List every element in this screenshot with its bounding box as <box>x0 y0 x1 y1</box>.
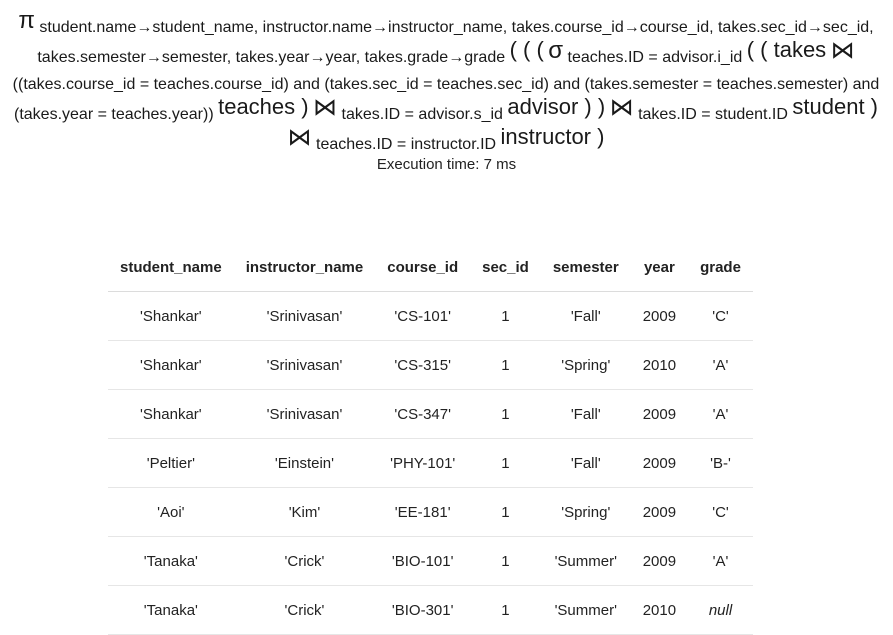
table-cell: 'Summer' <box>540 585 631 635</box>
result-table: student_name instructor_name course_id s… <box>108 243 753 635</box>
table-cell: 'Spring' <box>540 340 631 390</box>
relational-algebra-expression: π student.name→student_name, instructor.… <box>6 6 886 153</box>
relation-student: student ) <box>792 94 878 119</box>
execution-time: Execution time: 7 ms <box>376 156 517 173</box>
table-cell: 'Aoi' <box>108 487 234 537</box>
projection-list: student.name→student_name, instructor.na… <box>37 19 874 66</box>
column-header[interactable]: instructor_name <box>233 243 376 292</box>
table-cell: 'Shankar' <box>108 389 234 439</box>
table-row: 'Peltier' 'Einstein' 'PHY-101' 1 'Fall' … <box>108 438 753 488</box>
table-cell: 2009 <box>630 291 689 341</box>
table-cell: 'A' <box>688 536 753 586</box>
table-cell: 'Kim' <box>233 487 376 537</box>
table-cell: 'Spring' <box>540 487 631 537</box>
table-cell: 'Fall' <box>540 291 631 341</box>
table-cell: 1 <box>470 438 541 488</box>
table-cell: 1 <box>470 340 541 390</box>
table-cell: 'Einstein' <box>233 438 376 488</box>
table-cell: 2010 <box>630 340 689 390</box>
table-cell: 'A' <box>688 340 753 390</box>
table-cell: 'Shankar' <box>108 291 234 341</box>
table-cell: 2009 <box>630 438 689 488</box>
table-cell: 'B-' <box>688 438 753 488</box>
table-cell: 'EE-181' <box>375 487 471 537</box>
table-cell: 'Crick' <box>233 536 376 586</box>
join-symbol: ⋈ <box>830 37 855 64</box>
table-cell: 'BIO-101' <box>375 536 471 586</box>
relation-takes: ( ( takes <box>746 37 827 62</box>
table-cell: 'Srinivasan' <box>233 389 376 439</box>
table-row: 'Shankar' 'Srinivasan' 'CS-347' 1 'Fall'… <box>108 389 753 439</box>
column-header[interactable]: semester <box>540 243 631 292</box>
table-cell: 'Srinivasan' <box>233 291 376 341</box>
table-cell: 'Fall' <box>540 438 631 488</box>
column-header[interactable]: year <box>630 243 689 292</box>
column-header[interactable]: student_name <box>108 243 234 292</box>
projection-symbol: π <box>18 7 35 34</box>
table-row: 'Tanaka' 'Crick' 'BIO-301' 1 'Summer' 20… <box>108 585 753 635</box>
table-cell: 2010 <box>630 585 689 635</box>
selection-condition: teaches.ID = advisor.i_id <box>567 49 743 66</box>
join-condition-advisor: takes.ID = advisor.s_id <box>341 106 503 123</box>
table-cell: 'Summer' <box>540 536 631 586</box>
table-cell: 'BIO-301' <box>375 585 471 635</box>
column-header[interactable]: grade <box>688 243 753 292</box>
table-cell: 'Srinivasan' <box>233 340 376 390</box>
table-row: 'Aoi' 'Kim' 'EE-181' 1 'Spring' 2009 'C' <box>108 487 753 537</box>
table-cell: 'CS-101' <box>375 291 471 341</box>
table-cell: 2009 <box>630 536 689 586</box>
table-cell: 'Fall' <box>540 389 631 439</box>
table-cell: 'Tanaka' <box>108 585 234 635</box>
relation-instructor: instructor ) <box>500 124 605 149</box>
table-row: 'Shankar' 'Srinivasan' 'CS-101' 1 'Fall'… <box>108 291 753 341</box>
join-symbol: ⋈ <box>609 94 634 121</box>
table-cell: 'C' <box>688 487 753 537</box>
join-symbol: ⋈ <box>287 124 312 151</box>
table-row: 'Tanaka' 'Crick' 'BIO-101' 1 'Summer' 20… <box>108 536 753 586</box>
join-condition-instructor: teaches.ID = instructor.ID <box>316 136 497 153</box>
table-cell: 2009 <box>630 487 689 537</box>
table-cell: 'PHY-101' <box>375 438 471 488</box>
table-cell: 'Peltier' <box>108 438 234 488</box>
table-cell: 'CS-347' <box>375 389 471 439</box>
table-cell: 'A' <box>688 389 753 439</box>
selection-symbol: σ <box>548 37 564 64</box>
table-cell: 'CS-315' <box>375 340 471 390</box>
table-cell: 1 <box>470 487 541 537</box>
relation-teaches: teaches ) <box>218 94 309 119</box>
table-cell: 'Crick' <box>233 585 376 635</box>
table-cell: 2009 <box>630 389 689 439</box>
table-cell: 'C' <box>688 291 753 341</box>
table-cell: 1 <box>470 291 541 341</box>
join-condition-takes-teaches: ((takes.course_id = teaches.course_id) a… <box>12 76 880 123</box>
table-cell: 'Tanaka' <box>108 536 234 586</box>
join-symbol: ⋈ <box>313 94 338 121</box>
table-cell-null: null <box>688 585 753 635</box>
column-header[interactable]: sec_id <box>470 243 541 292</box>
column-header[interactable]: course_id <box>375 243 471 292</box>
table-cell: 1 <box>470 389 541 439</box>
join-condition-student: takes.ID = student.ID <box>638 106 788 123</box>
table-cell: 1 <box>470 536 541 586</box>
table-cell: 'Shankar' <box>108 340 234 390</box>
relation-advisor: advisor ) ) <box>507 94 606 119</box>
table-row: 'Shankar' 'Srinivasan' 'CS-315' 1 'Sprin… <box>108 340 753 390</box>
open-parens: ( ( ( <box>509 37 544 62</box>
table-cell: 1 <box>470 585 541 635</box>
table-header-row: student_name instructor_name course_id s… <box>108 243 753 292</box>
